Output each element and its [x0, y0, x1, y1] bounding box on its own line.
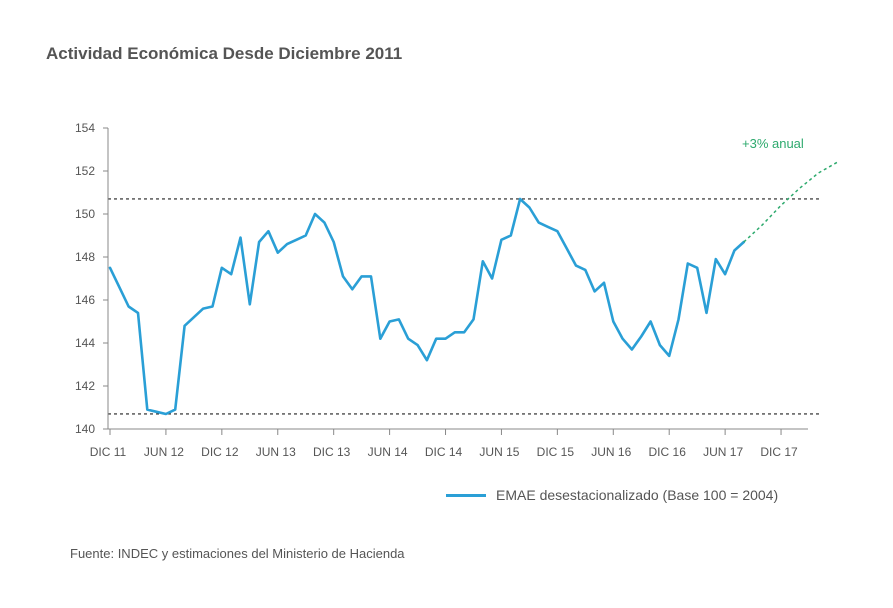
x-tick-label: JUN 12: [144, 445, 184, 459]
projection-line: [743, 161, 838, 243]
x-tick-label: JUN 16: [591, 445, 631, 459]
y-tick-label: 154: [75, 121, 95, 135]
reference-lines: [108, 198, 820, 415]
chart-title: Actividad Económica Desde Diciembre 2011: [46, 44, 403, 63]
y-tick-label: 148: [75, 250, 95, 264]
projection-group: +3% anual: [742, 136, 838, 243]
y-tick-label: 152: [75, 164, 95, 178]
legend-swatch: [446, 493, 486, 497]
axes: [107, 128, 808, 430]
x-tick-label: JUN 14: [368, 445, 408, 459]
y-tick-label: 142: [75, 379, 95, 393]
y-tick-label: 140: [75, 422, 95, 436]
x-tick-label: JUN 13: [256, 445, 296, 459]
legend-label: EMAE desestacionalizado (Base 100 = 2004…: [496, 487, 779, 503]
series-lines: [108, 197, 746, 416]
y-axis-ticks: 140 142 144 146 148 150 152 154: [75, 121, 108, 436]
x-axis-ticks: DIC 11 JUN 12 DIC 12 JUN 13 DIC 13 JUN 14 DIC …: [90, 429, 798, 459]
x-tick-label: JUN 15: [479, 445, 519, 459]
series-line-emae: [108, 197, 746, 416]
x-tick-label: DIC 17: [760, 445, 798, 459]
y-tick-label: 144: [75, 336, 95, 350]
source-note: Fuente: INDEC y estimaciones del Ministe…: [70, 546, 405, 561]
x-tick-label: DIC 12: [201, 445, 239, 459]
x-tick-label: DIC 16: [649, 445, 687, 459]
x-tick-label: DIC 14: [425, 445, 463, 459]
legend: EMAE desestacionalizado (Base 100 = 2004…: [446, 487, 778, 503]
projection-label: +3% anual: [742, 136, 804, 151]
x-tick-label: JUN 17: [703, 445, 743, 459]
y-tick-label: 146: [75, 293, 95, 307]
y-tick-label: 150: [75, 207, 95, 221]
x-tick-label: DIC 15: [537, 445, 575, 459]
x-tick-label: DIC 11: [90, 445, 127, 459]
x-tick-label: DIC 13: [313, 445, 351, 459]
